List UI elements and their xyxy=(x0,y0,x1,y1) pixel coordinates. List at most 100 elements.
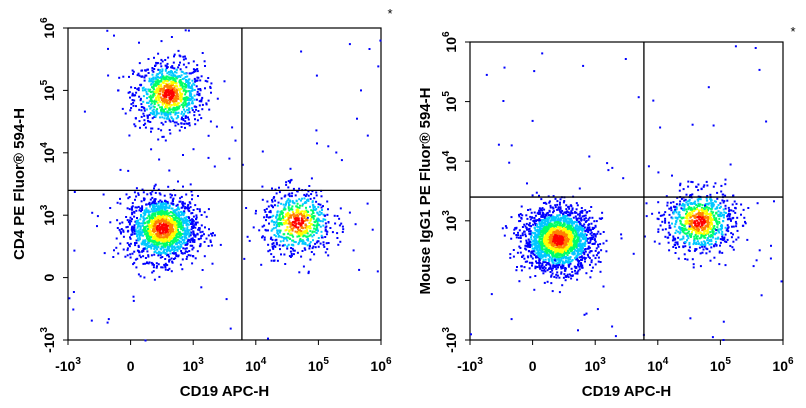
event-dot xyxy=(150,127,153,130)
event-dot xyxy=(164,200,166,202)
event-dot xyxy=(267,229,269,232)
event-dot xyxy=(161,69,164,72)
event-dot xyxy=(137,246,140,248)
event-dot xyxy=(553,222,556,224)
event-dot xyxy=(333,214,336,217)
event-dot xyxy=(286,222,288,225)
event-dot xyxy=(219,243,222,246)
event-dot xyxy=(290,243,293,246)
event-dot xyxy=(121,107,124,110)
event-dot xyxy=(304,201,307,203)
event-dot xyxy=(158,239,161,242)
event-dot xyxy=(271,246,274,249)
event-dot xyxy=(223,80,226,83)
event-dot xyxy=(198,229,201,232)
event-dot xyxy=(139,234,141,237)
event-dot xyxy=(559,210,562,213)
event-dot xyxy=(551,290,554,293)
event-dot xyxy=(161,135,164,138)
event-dot xyxy=(326,230,329,233)
event-dot xyxy=(154,240,157,243)
event-dot xyxy=(172,76,175,79)
event-dot xyxy=(180,118,183,121)
event-dot xyxy=(146,221,149,224)
event-dot xyxy=(175,208,178,211)
event-dot xyxy=(542,232,545,235)
event-dot xyxy=(287,193,290,196)
event-dot xyxy=(142,86,145,89)
event-dot xyxy=(153,216,156,219)
event-dot xyxy=(591,216,594,219)
event-dot xyxy=(209,85,212,88)
event-dot xyxy=(558,263,561,266)
event-dot xyxy=(550,250,553,253)
event-dot xyxy=(348,211,351,214)
event-dot xyxy=(182,228,185,231)
event-dot xyxy=(266,200,269,203)
event-dot xyxy=(152,212,154,215)
event-dot xyxy=(150,193,153,196)
event-dot xyxy=(166,250,168,253)
event-dot xyxy=(136,226,139,229)
event-dot xyxy=(118,228,121,231)
event-dot xyxy=(341,225,344,228)
event-dot xyxy=(157,241,160,244)
event-dot xyxy=(177,215,180,218)
event-dot xyxy=(573,221,576,224)
event-dot xyxy=(531,251,534,254)
event-dot xyxy=(128,243,130,246)
event-dot xyxy=(177,206,180,209)
event-dot xyxy=(134,94,137,97)
event-dot xyxy=(174,257,177,260)
event-dot xyxy=(264,228,267,231)
event-dot xyxy=(147,254,150,257)
event-dot xyxy=(540,198,543,201)
event-dot xyxy=(178,208,181,211)
event-dot xyxy=(145,208,148,211)
event-dot xyxy=(565,208,568,211)
event-dot xyxy=(574,225,577,228)
event-dot xyxy=(577,248,580,251)
event-dot xyxy=(578,212,581,215)
event-dot xyxy=(195,218,198,221)
event-dot xyxy=(581,209,584,212)
event-dot xyxy=(155,266,158,269)
event-dot xyxy=(545,241,548,244)
event-dot xyxy=(146,233,149,235)
event-dot xyxy=(243,257,246,260)
event-dot xyxy=(543,244,546,247)
event-dot xyxy=(174,70,176,73)
event-dot xyxy=(319,203,322,206)
event-dot xyxy=(577,253,580,256)
event-dot xyxy=(290,195,293,198)
event-dot xyxy=(135,239,138,242)
event-dot xyxy=(150,240,152,243)
event-dot xyxy=(185,66,188,69)
event-dot xyxy=(192,209,195,211)
event-dot xyxy=(165,202,168,205)
event-dot xyxy=(566,226,568,229)
event-dot xyxy=(154,237,156,240)
event-dot xyxy=(534,267,537,270)
event-dot xyxy=(269,209,272,212)
event-dot xyxy=(518,280,521,283)
event-dot xyxy=(183,233,186,236)
event-dot xyxy=(379,39,382,42)
event-dot xyxy=(160,227,163,230)
event-dot xyxy=(157,207,160,210)
event-dot xyxy=(569,224,572,227)
event-dot xyxy=(342,228,345,231)
event-dot xyxy=(138,41,140,44)
event-dot xyxy=(530,211,533,214)
event-dot xyxy=(201,269,204,271)
event-dot xyxy=(312,214,315,217)
event-dot xyxy=(557,232,560,235)
event-dot xyxy=(118,222,121,225)
event-dot xyxy=(149,94,152,97)
event-dot xyxy=(151,201,154,204)
event-dot xyxy=(278,229,281,232)
event-dot xyxy=(334,222,337,225)
event-dot xyxy=(305,206,307,209)
event-dot xyxy=(152,108,155,111)
event-dot xyxy=(320,206,323,209)
